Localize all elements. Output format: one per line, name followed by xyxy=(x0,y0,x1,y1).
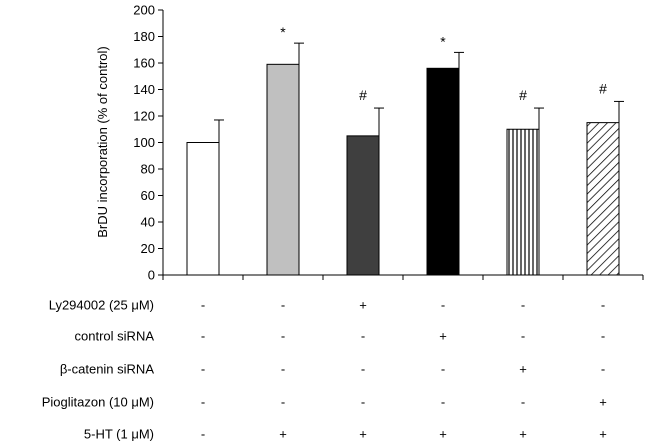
condition-label: control siRNA xyxy=(75,329,155,344)
y-tick-label: 180 xyxy=(133,29,155,44)
condition-mark: - xyxy=(441,298,445,313)
axes: 0 20 40 60 80 100 120 140 160 180 200 xyxy=(133,3,644,283)
condition-mark: - xyxy=(361,362,365,377)
condition-mark: - xyxy=(281,298,285,313)
condition-mark: - xyxy=(201,362,205,377)
condition-label: β-catenin siRNA xyxy=(60,362,155,377)
condition-mark: - xyxy=(201,395,205,410)
y-axis-label: BrDU incorporation (% of control) xyxy=(95,46,110,237)
y-tick-label: 60 xyxy=(141,188,155,203)
bar xyxy=(186,142,220,276)
significance-star: * xyxy=(440,33,446,49)
significance-hash: # xyxy=(519,87,527,103)
condition-mark: - xyxy=(601,329,605,344)
conditions-table: Ly294002 (25 μM) - - + - - - control siRNA - - - + -… xyxy=(42,298,607,442)
y-tick-label: 0 xyxy=(148,268,155,283)
significance-star: * xyxy=(280,24,286,40)
bar xyxy=(266,63,300,276)
condition-mark: + xyxy=(359,298,367,313)
y-tick-label: 80 xyxy=(141,162,155,177)
condition-mark: + xyxy=(519,362,527,377)
significance-hash: # xyxy=(599,80,607,96)
y-tick-label: 120 xyxy=(133,109,155,124)
condition-mark: + xyxy=(359,427,367,442)
condition-mark: - xyxy=(441,362,445,377)
condition-mark: - xyxy=(281,362,285,377)
condition-label: 5-HT (1 μM) xyxy=(84,427,154,442)
condition-mark: + xyxy=(279,427,287,442)
condition-mark: + xyxy=(519,427,527,442)
y-tick-label: 20 xyxy=(141,241,155,256)
y-tick-label: 140 xyxy=(133,82,155,97)
bars-group: * # * # # xyxy=(186,24,624,276)
condition-mark: - xyxy=(521,298,525,313)
condition-mark: - xyxy=(601,362,605,377)
y-tick-label: 160 xyxy=(133,56,155,71)
condition-mark: + xyxy=(439,329,447,344)
condition-mark: - xyxy=(281,329,285,344)
condition-mark: - xyxy=(361,395,365,410)
condition-mark: + xyxy=(599,395,607,410)
condition-mark: - xyxy=(361,329,365,344)
condition-mark: - xyxy=(601,298,605,313)
condition-mark: - xyxy=(521,329,525,344)
condition-mark: + xyxy=(599,427,607,442)
bar xyxy=(346,135,380,276)
significance-hash: # xyxy=(359,87,367,103)
bar xyxy=(506,128,540,276)
y-tick-label: 100 xyxy=(133,135,155,150)
condition-label: Ly294002 (25 μM) xyxy=(49,298,154,313)
condition-mark: - xyxy=(521,395,525,410)
y-tick-label: 40 xyxy=(141,215,155,230)
condition-label: Pioglitazon (10 μM) xyxy=(42,395,154,410)
condition-mark: + xyxy=(439,427,447,442)
y-tick-label: 200 xyxy=(133,3,155,18)
bar xyxy=(426,67,460,276)
condition-mark: - xyxy=(281,395,285,410)
condition-mark: - xyxy=(441,395,445,410)
condition-mark: - xyxy=(201,427,205,442)
condition-mark: - xyxy=(201,298,205,313)
bar xyxy=(586,122,620,276)
condition-mark: - xyxy=(201,329,205,344)
